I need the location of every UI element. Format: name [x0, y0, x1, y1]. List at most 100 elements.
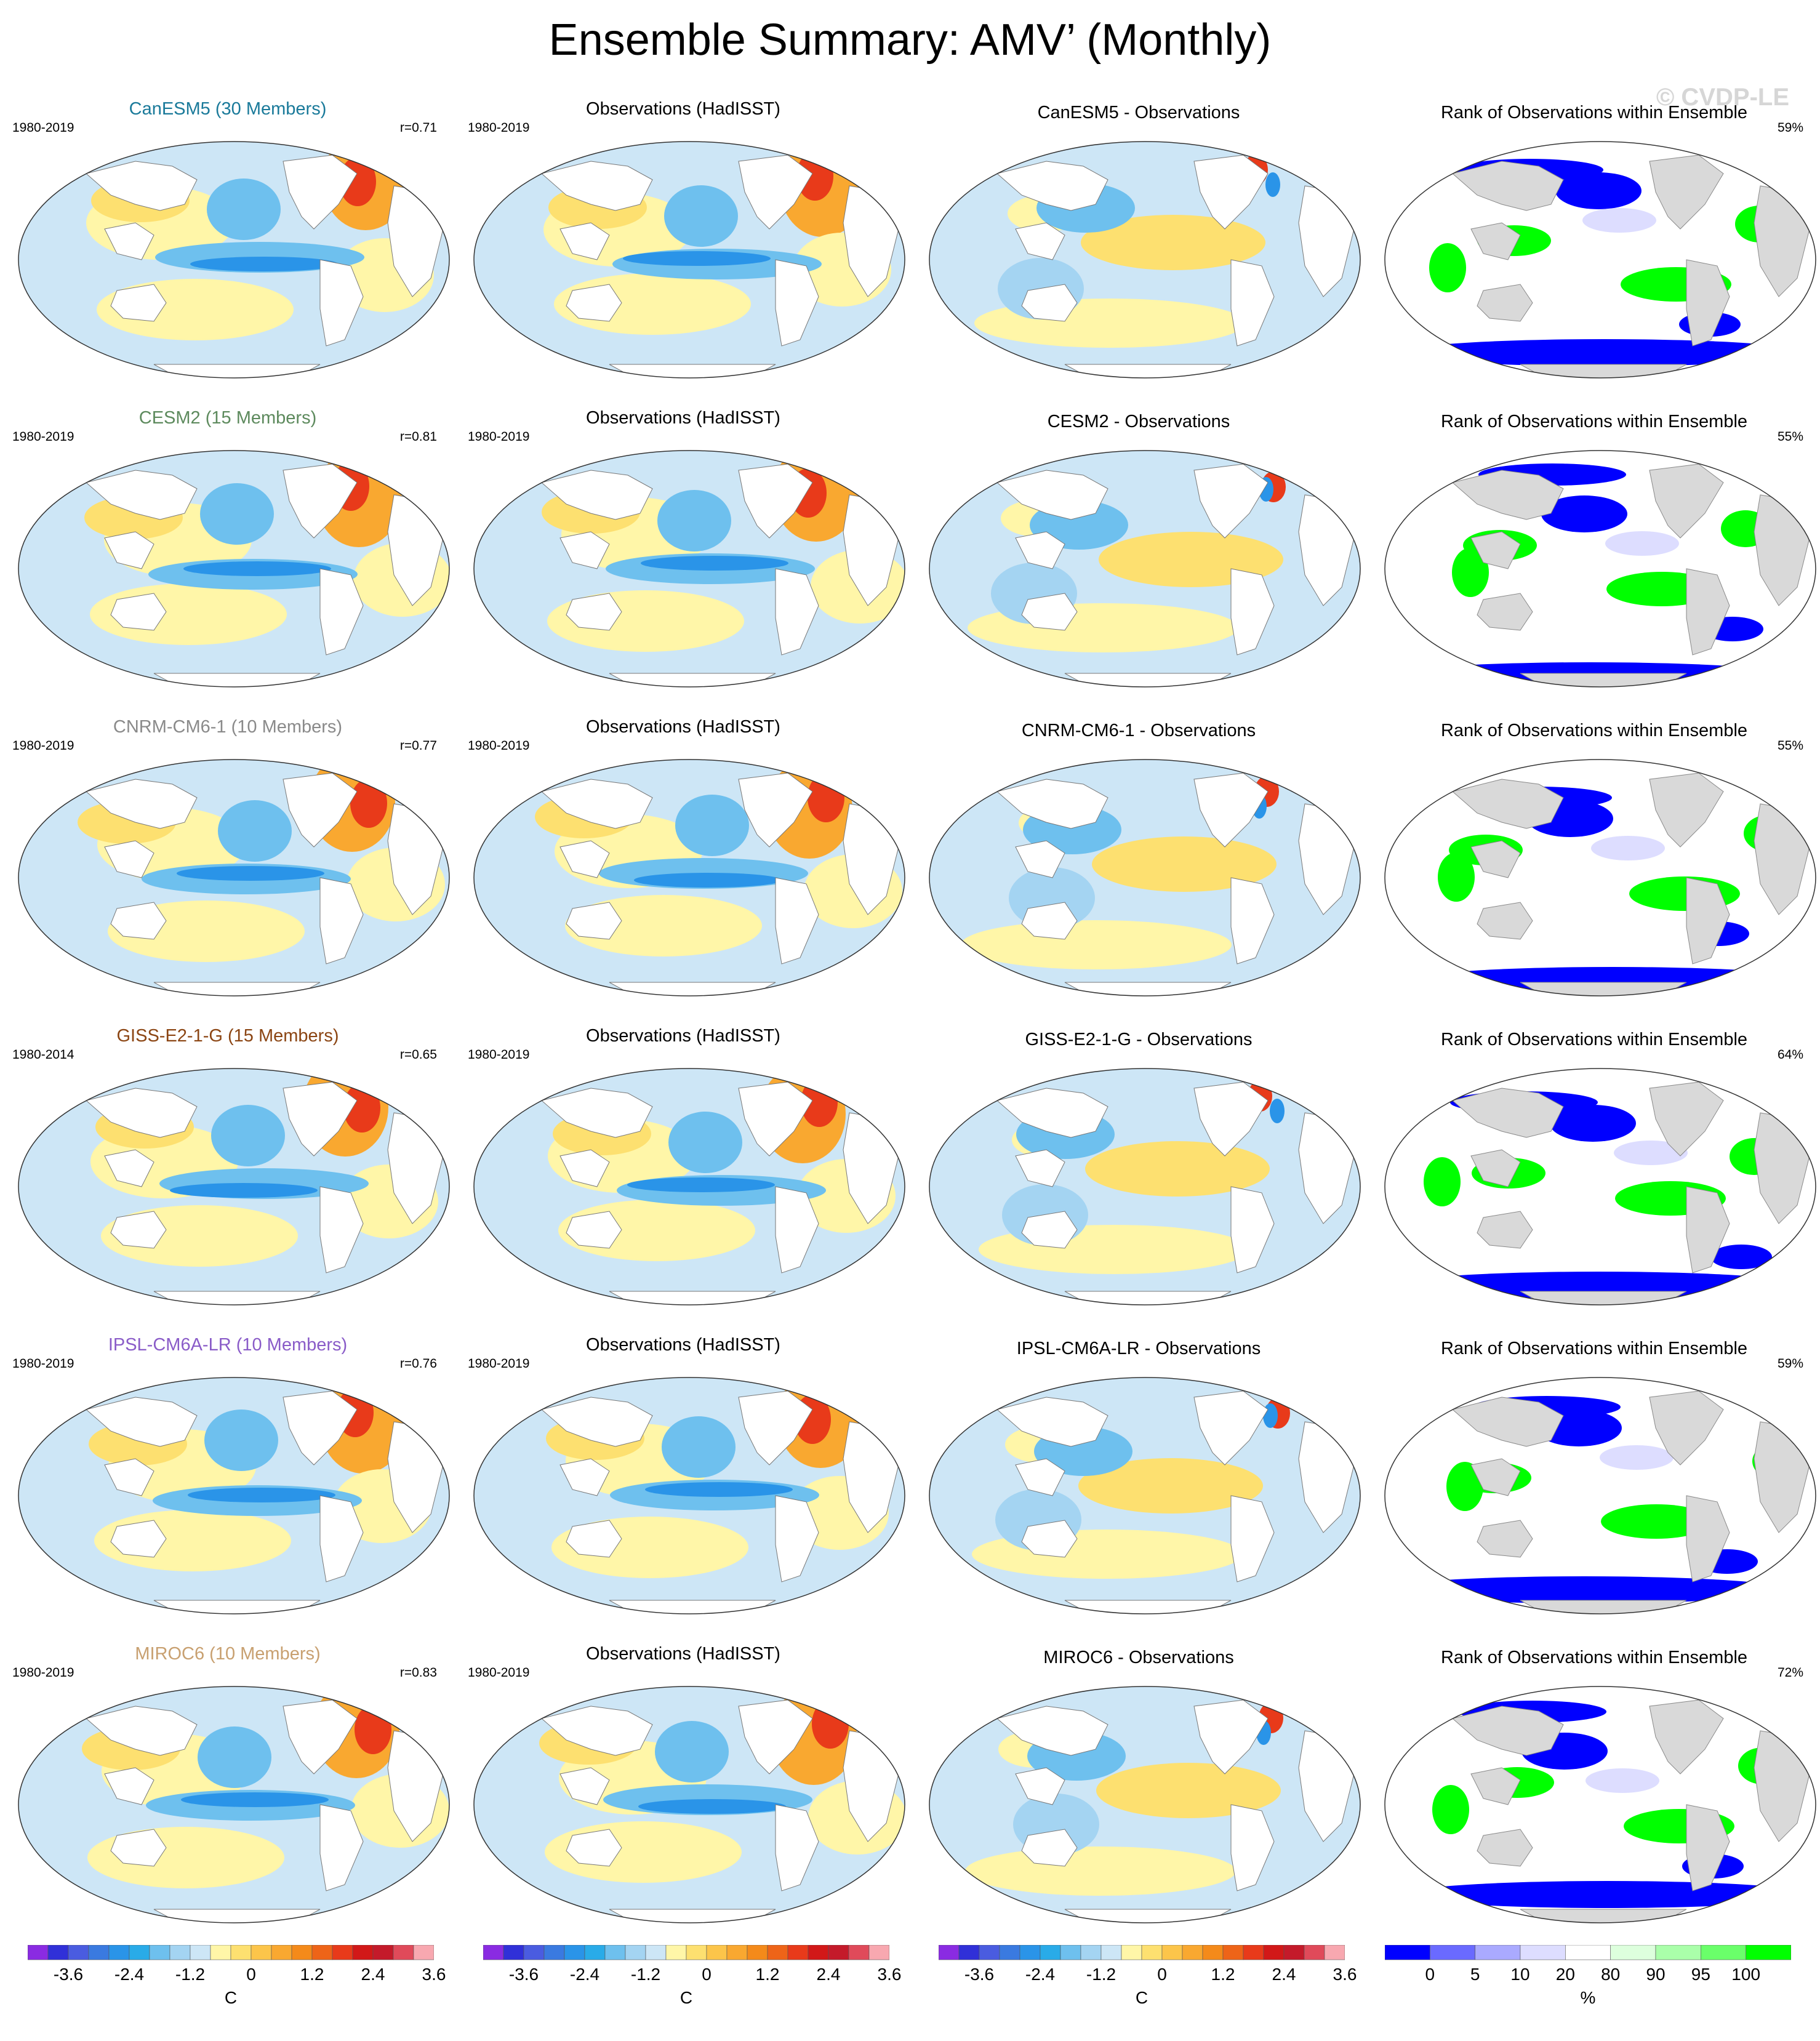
land-mask: [319, 568, 364, 656]
obs-panel: Observations (HadISST) 1980-2019: [455, 1019, 911, 1327]
land-mask: [566, 1829, 622, 1867]
colorbar-swatch: [1040, 1945, 1061, 1960]
land-mask: [566, 902, 622, 940]
pattern-correlation: r=0.65: [399, 1048, 437, 1062]
colorbar-swatch: [979, 1945, 1000, 1960]
map-svg: [18, 1068, 450, 1305]
map-svg: [1384, 141, 1816, 379]
land-mask: [559, 1458, 610, 1496]
rank-title: Rank of Observations within Ensemble: [1440, 721, 1748, 740]
rank-region: [1424, 1157, 1461, 1206]
period-label: 1980-2019: [468, 739, 530, 753]
model-title: GISS-E2-1-G (15 Members): [116, 1026, 339, 1046]
land-mask: [566, 1211, 622, 1249]
colorbar-swatch: [543, 1945, 565, 1960]
land-mask: [110, 902, 167, 940]
colorbar-swatch: [999, 1945, 1020, 1960]
obs-map: [468, 1373, 911, 1619]
land-mask: [85, 1088, 198, 1138]
map-outline: [929, 759, 1361, 996]
map-outline: [473, 1686, 905, 1923]
map-svg: [18, 1377, 450, 1614]
land-mask: [775, 568, 819, 656]
colorbar-swatch: [604, 1945, 626, 1960]
sst-anomaly-region: [1096, 1763, 1281, 1818]
pattern-correlation: r=0.77: [399, 739, 437, 753]
period-label: 1980-2019: [12, 1666, 74, 1680]
diff-title: CanESM5 - Observations: [1037, 103, 1240, 122]
land-mask: [1015, 1458, 1065, 1496]
land-mask: [1520, 982, 1687, 996]
colorbar-swatch: [1060, 1945, 1081, 1960]
colorbar-swatch: [149, 1945, 170, 1960]
land-mask: [319, 259, 364, 347]
land-mask: [283, 1699, 358, 1774]
map-outline: [18, 1686, 450, 1923]
land-mask: [1064, 1291, 1232, 1305]
land-mask: [153, 1600, 321, 1614]
colorbar-swatch: [210, 1945, 231, 1960]
land-mask: [1193, 1081, 1269, 1157]
map-outline: [1384, 1377, 1816, 1614]
land-mask: [110, 593, 167, 631]
colorbar-swatch: [271, 1945, 292, 1960]
rank-map: [1379, 1064, 1820, 1310]
land-mask: [1686, 568, 1730, 656]
sst-anomaly-region: [675, 795, 749, 856]
land-mask: [1520, 1600, 1687, 1614]
sst-anomaly-region: [627, 1177, 775, 1192]
map-outline: [1384, 1686, 1816, 1923]
land-mask: [283, 1390, 358, 1466]
map-svg: [473, 1377, 905, 1614]
land-mask: [1470, 531, 1521, 569]
map-outline: [929, 1068, 1361, 1305]
map-svg: [929, 759, 1361, 996]
colorbar-tick-label: 80: [1601, 1965, 1621, 1984]
land-mask: [540, 470, 653, 520]
sst-anomaly-region: [207, 178, 281, 240]
rank-region: [1446, 1462, 1483, 1511]
land-mask: [104, 531, 154, 569]
colorbar-tick-label: 100: [1731, 1965, 1761, 1984]
diff-panel: GISS-E2-1-G - Observations: [911, 1019, 1366, 1327]
land-mask: [738, 154, 813, 230]
sst-anomaly-region: [1081, 215, 1265, 270]
period-label: 1980-2019: [12, 430, 74, 444]
sst-anomaly-region: [655, 1721, 729, 1782]
colorbar-swatch: [1182, 1945, 1203, 1960]
obs-title: Observations (HadISST): [586, 99, 780, 119]
land-mask: [996, 1088, 1108, 1138]
colorbar-swatch: [372, 1945, 394, 1960]
land-mask: [738, 1699, 813, 1774]
sst-anomaly-region: [200, 483, 274, 545]
colorbar-swatch: [1430, 1945, 1475, 1960]
map-svg: [929, 141, 1361, 379]
colorbar-swatch: [1222, 1945, 1244, 1960]
land-mask: [775, 1804, 819, 1891]
map-outline: [18, 759, 450, 996]
map-svg: [18, 141, 450, 379]
land-mask: [85, 161, 198, 211]
map-outline: [929, 1686, 1361, 1923]
sst-anomaly-region: [1092, 836, 1277, 892]
colorbar-swatches: [28, 1945, 434, 1960]
land-mask: [1451, 1706, 1564, 1756]
rank-region: [1385, 1576, 1787, 1603]
rank-panel: Rank of Observations within Ensemble 59%: [1366, 1328, 1820, 1636]
land-mask: [609, 364, 776, 378]
sst-anomaly-region: [1265, 172, 1280, 197]
obs-panel: Observations (HadISST) 1980-2019: [455, 1637, 911, 1945]
model-title: CESM2 (15 Members): [138, 408, 317, 428]
rank-map: [1379, 446, 1820, 692]
colorbar-swatch: [1121, 1945, 1142, 1960]
model-map: [12, 755, 455, 1001]
sst-colorbar: -3.6 -2.4 -1.2 0 1.2 2.4 3.6 C: [28, 1945, 446, 2025]
colorbar-swatch: [108, 1945, 130, 1960]
land-mask: [1470, 840, 1521, 878]
land-mask: [1649, 1699, 1724, 1774]
colorbar-swatches: [1385, 1945, 1791, 1960]
rank-percent: 55%: [1777, 430, 1803, 444]
sst-anomaly-region: [1085, 1141, 1270, 1197]
figure-title: Ensemble Summary: AMV’ (Monthly): [548, 15, 1272, 65]
period-label: 1980-2019: [12, 1357, 74, 1371]
